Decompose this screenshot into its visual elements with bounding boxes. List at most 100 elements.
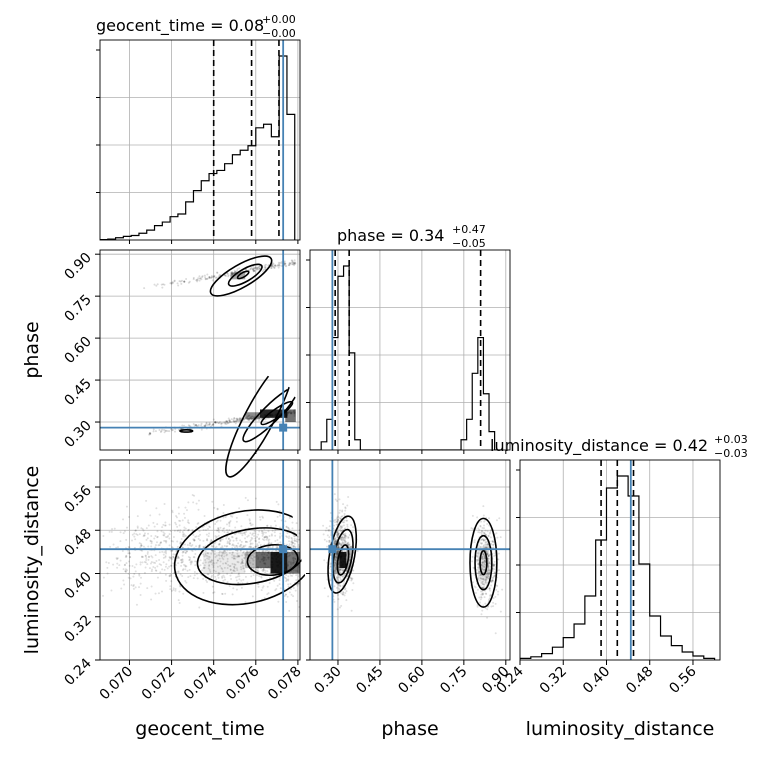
- scatter-point: [278, 264, 281, 267]
- scatter-point: [230, 273, 233, 276]
- scatter-point: [494, 595, 497, 598]
- scatter-point: [482, 538, 485, 541]
- scatter-point: [224, 578, 227, 581]
- scatter-point: [334, 558, 337, 561]
- scatter-point: [486, 573, 489, 576]
- scatter-point: [228, 525, 231, 528]
- scatter-point: [494, 552, 497, 555]
- scatter-point: [222, 504, 225, 507]
- scatter-point: [288, 528, 291, 531]
- scatter-point: [274, 264, 277, 267]
- scatter-point: [256, 574, 259, 577]
- scatter-point: [142, 556, 145, 559]
- scatter-point: [201, 526, 204, 529]
- scatter-point: [116, 557, 119, 560]
- scatter-point: [338, 569, 341, 572]
- scatter-point: [164, 573, 167, 576]
- scatter-point: [134, 538, 137, 541]
- scatter-point: [168, 565, 171, 568]
- scatter-point: [278, 576, 281, 579]
- scatter-point: [211, 561, 214, 564]
- scatter-point: [142, 529, 145, 532]
- scatter-point: [181, 424, 184, 427]
- scatter-point: [164, 551, 167, 554]
- scatter-point: [293, 408, 296, 411]
- scatter-point: [172, 540, 175, 543]
- scatter-point: [336, 576, 339, 579]
- scatter-point: [238, 545, 241, 548]
- scatter-point: [257, 266, 260, 269]
- scatter-point: [271, 560, 274, 563]
- scatter-point: [343, 561, 346, 564]
- scatter-point: [169, 573, 172, 576]
- scatter-point: [246, 550, 249, 553]
- scatter-point: [238, 575, 241, 578]
- scatter-point: [250, 266, 253, 269]
- scatter-point: [322, 524, 325, 527]
- scatter-point: [289, 410, 292, 413]
- scatter-point: [488, 594, 491, 597]
- scatter-point: [337, 532, 340, 535]
- scatter-point: [233, 563, 236, 566]
- scatter-point: [339, 557, 342, 560]
- scatter-point: [151, 568, 154, 571]
- scatter-point: [342, 532, 345, 535]
- scatter-point: [338, 529, 341, 532]
- scatter-point: [338, 575, 341, 578]
- scatter-point: [488, 562, 491, 565]
- scatter-point: [141, 555, 144, 558]
- scatter-point: [485, 546, 488, 549]
- scatter-point: [238, 578, 241, 581]
- scatter-point: [292, 546, 295, 549]
- scatter-point: [276, 515, 279, 518]
- scatter-point: [124, 570, 127, 573]
- scatter-point: [225, 420, 228, 423]
- scatter-point: [172, 588, 175, 591]
- scatter-point: [138, 574, 141, 577]
- scatter-point: [156, 536, 159, 539]
- scatter-point: [197, 277, 200, 280]
- scatter-point: [150, 570, 153, 573]
- scatter-point: [267, 552, 270, 555]
- scatter-point: [344, 560, 347, 563]
- scatter-point: [266, 536, 269, 539]
- scatter-point: [125, 555, 128, 558]
- scatter-point: [291, 527, 294, 530]
- scatter-point: [235, 588, 238, 591]
- scatter-point: [275, 553, 278, 556]
- scatter-point: [208, 526, 211, 529]
- scatter-point: [480, 542, 483, 545]
- scatter-point: [338, 542, 341, 545]
- scatter-point: [264, 556, 267, 559]
- scatter-point: [192, 538, 195, 541]
- scatter-point: [485, 592, 488, 595]
- scatter-point: [286, 550, 289, 553]
- scatter-point: [237, 555, 240, 558]
- scatter-point: [252, 574, 255, 577]
- y-tick-label-luminosity_distance: 0.48: [61, 526, 94, 559]
- scatter-point: [219, 560, 222, 563]
- scatter-point: [257, 585, 260, 588]
- scatter-point: [289, 412, 292, 415]
- scatter-point: [289, 588, 292, 591]
- scatter-point: [109, 545, 112, 548]
- scatter-point: [241, 561, 244, 564]
- scatter-point: [125, 554, 128, 557]
- scatter-point: [269, 572, 272, 575]
- scatter-point: [340, 568, 343, 571]
- scatter-point: [336, 553, 339, 556]
- scatter-point: [482, 539, 485, 542]
- scatter-point: [156, 283, 159, 286]
- scatter-point: [165, 541, 168, 544]
- scatter-point: [195, 424, 198, 427]
- scatter-point: [488, 588, 491, 591]
- scatter-point: [194, 423, 197, 426]
- scatter-point: [287, 411, 290, 414]
- scatter-point: [329, 574, 332, 577]
- scatter-point: [334, 536, 337, 539]
- scatter-point: [164, 565, 167, 568]
- scatter-point: [339, 560, 342, 563]
- scatter-point: [194, 552, 197, 555]
- scatter-point: [271, 263, 274, 266]
- scatter-point: [264, 566, 267, 569]
